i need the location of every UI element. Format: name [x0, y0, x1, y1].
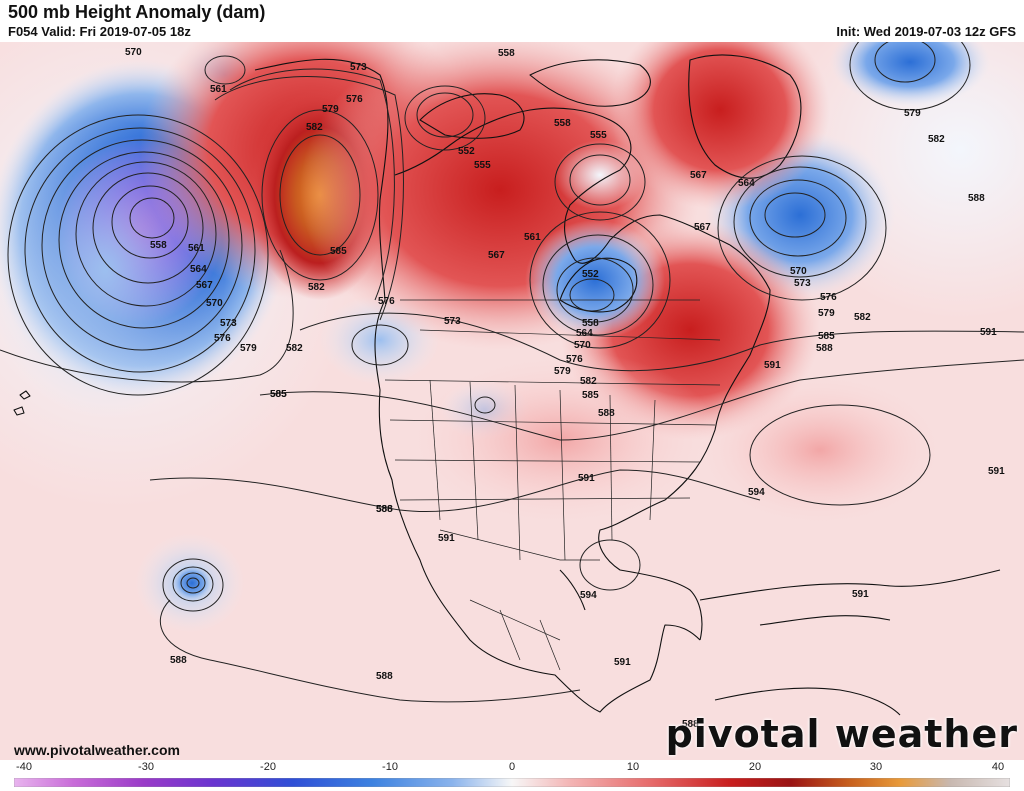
- contour-label: 588: [816, 343, 833, 354]
- contour-label: 564: [190, 264, 207, 275]
- colorbar-tick: -30: [138, 761, 154, 773]
- contour-label: 552: [458, 146, 475, 157]
- color-scale-bar: [14, 778, 1010, 787]
- contour-label: 567: [690, 170, 707, 181]
- contour-label: 567: [694, 222, 711, 233]
- political-borders: [384, 299, 721, 671]
- contour-label: 561: [210, 84, 227, 95]
- contour-label: 588: [170, 655, 187, 666]
- contour-label: 594: [580, 590, 597, 601]
- contour-label: 582: [286, 343, 303, 354]
- contour-label: 579: [240, 343, 257, 354]
- contour-label: 582: [580, 376, 597, 387]
- contour-label: 585: [818, 331, 835, 342]
- contour-label: 591: [578, 473, 595, 484]
- contour-label: 588: [376, 671, 393, 682]
- contour-label: 591: [852, 589, 869, 600]
- contour-label: 591: [988, 466, 1005, 477]
- brand-logo: pivotal weather: [665, 712, 1018, 756]
- contour-label: 558: [582, 318, 599, 329]
- contour-label: 579: [322, 104, 339, 115]
- colorbar-tick: -20: [260, 761, 276, 773]
- colorbar-tick: 10: [626, 761, 640, 773]
- contour-label: 576: [566, 354, 583, 365]
- contour-label: 567: [488, 250, 505, 261]
- height-contours: [0, 42, 1024, 703]
- contour-label: 558: [498, 48, 515, 59]
- contour-label: 579: [554, 366, 571, 377]
- contour-label: 573: [444, 316, 461, 327]
- colorbar-tick: 40: [991, 761, 1005, 773]
- contour-label: 573: [220, 318, 237, 329]
- contour-label: 579: [818, 308, 835, 319]
- contour-labels: 570 561 558 561 564 567 570 573 576 579 …: [125, 47, 1005, 730]
- map-title: 500 mb Height Anomaly (dam): [8, 2, 266, 22]
- header: 500 mb Height Anomaly (dam) F054 Valid: …: [0, 0, 1024, 42]
- contour-label: 585: [270, 389, 287, 400]
- colorbar-tick: 0: [508, 761, 516, 773]
- contour-label: 585: [582, 390, 599, 401]
- anomaly-shading: [0, 42, 1024, 633]
- contour-label: 588: [968, 193, 985, 204]
- contour-label: 555: [474, 160, 491, 171]
- contour-label: 588: [376, 504, 393, 515]
- contour-label: 594: [748, 487, 765, 498]
- contour-label: 588: [376, 504, 393, 515]
- contour-label: 585: [270, 389, 287, 400]
- colorbar-tick: -40: [16, 761, 32, 773]
- colorbar-tick: 30: [869, 761, 883, 773]
- contour-label: 573: [350, 62, 367, 73]
- contour-label: 567: [196, 280, 213, 291]
- contour-label: 576: [378, 296, 395, 307]
- website-url: www.pivotalweather.com: [14, 742, 180, 758]
- contour-label: 576: [346, 94, 363, 105]
- colorbar-tick: -10: [382, 761, 398, 773]
- contour-label: 576: [820, 292, 837, 303]
- contour-label: 582: [928, 134, 945, 145]
- contour-label: 558: [150, 240, 167, 251]
- contour-label: 555: [590, 130, 607, 141]
- colorbar-tick: 20: [748, 761, 762, 773]
- contour-label: 582: [308, 282, 325, 293]
- contour-label: 564: [738, 178, 755, 189]
- contour-label: 579: [904, 108, 921, 119]
- contour-label: 570: [125, 47, 142, 58]
- contour-label: 552: [582, 269, 599, 280]
- contour-label: 570: [206, 298, 223, 309]
- init-time: Init: Wed 2019-07-03 12z GFS: [836, 24, 1016, 39]
- contour-label: 570: [790, 266, 807, 277]
- contour-label: 591: [980, 327, 997, 338]
- contour-label: 561: [524, 232, 541, 243]
- contour-label: 588: [598, 408, 615, 419]
- coastlines: [13, 54, 1001, 716]
- contour-label: 591: [764, 360, 781, 371]
- contour-label: 591: [438, 533, 455, 544]
- contour-label: 558: [554, 118, 571, 129]
- contour-label: 561: [188, 243, 205, 254]
- anomaly-map: 570 561 558 561 564 567 570 573 576 579 …: [0, 42, 1024, 760]
- contour-label: 564: [576, 328, 593, 339]
- contour-label: 582: [306, 122, 323, 133]
- contour-label: 591: [614, 657, 631, 668]
- contour-label: 573: [794, 278, 811, 289]
- contour-label: 588: [682, 719, 699, 730]
- contour-label: 585: [330, 246, 347, 257]
- contour-label: 570: [574, 340, 591, 351]
- contour-label: 582: [854, 312, 871, 323]
- contour-label: 576: [214, 333, 231, 344]
- valid-time: F054 Valid: Fri 2019-07-05 18z: [8, 24, 191, 39]
